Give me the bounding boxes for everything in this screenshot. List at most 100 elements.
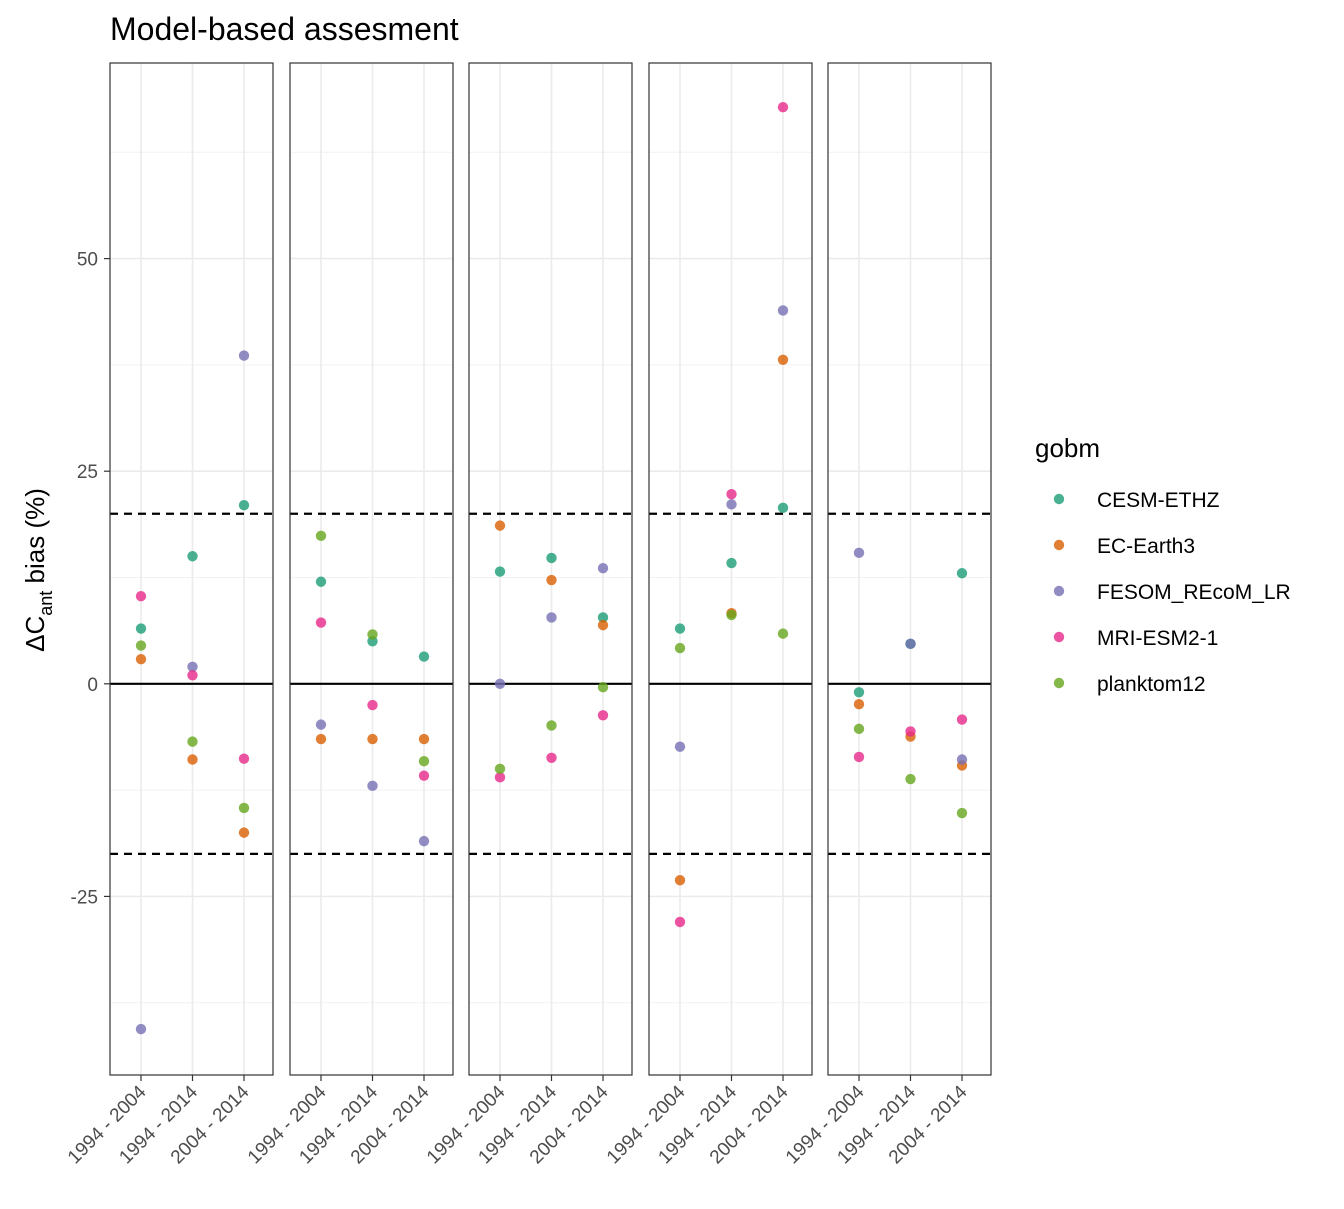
point-planktom12 [726, 609, 737, 621]
point-FESOM_REcoM_LR [546, 612, 557, 623]
point-MRI-ESM2-1 [367, 699, 378, 711]
legend-item-EC-Earth3: EC-Earth3 [1053, 535, 1195, 558]
point-planktom12 [546, 720, 557, 731]
point-FESOM_REcoM_LR [777, 305, 789, 316]
legend-item-CESM-ETHZ: CESM-ETHZ [1053, 489, 1220, 512]
point-EC-Earth3 [546, 574, 557, 586]
legend-item-FESOM_REcoM_LR: FESOM_REcoM_LR [1053, 581, 1291, 604]
point-FESOM_REcoM_LR [367, 780, 378, 792]
point-planktom12 [597, 682, 609, 693]
point-EC-Earth3 [367, 733, 378, 745]
point-CESM-ETHZ [726, 557, 737, 569]
point-planktom12 [367, 629, 378, 640]
point-CESM-ETHZ [315, 576, 327, 587]
panel-background [290, 63, 453, 1075]
point-MRI-ESM2-1 [674, 916, 686, 928]
point-EC-Earth3 [597, 619, 609, 631]
point-planktom12 [315, 530, 327, 542]
point-MRI-ESM2-1 [777, 102, 789, 113]
panel-border [827, 62, 992, 1076]
legend-item-MRI-ESM2-1: MRI-ESM2-1 [1053, 627, 1218, 650]
panel-border [648, 62, 813, 1076]
panel-background [110, 63, 273, 1075]
y-tick-label: 0 [87, 675, 98, 696]
y-tick-label: 25 [77, 462, 98, 483]
point-FESOM_REcoM_LR [418, 835, 430, 847]
y-axis: -25 0 25 50 [71, 250, 110, 908]
point-FESOM_REcoM_LR [238, 350, 250, 361]
point-planktom12 [674, 642, 686, 654]
legend-key [1053, 585, 1065, 597]
point-FESOM_REcoM_LR [135, 1023, 147, 1035]
point-planktom12 [238, 802, 250, 814]
point-FESOM_REcoM_LR [315, 719, 327, 730]
point-planktom12 [777, 628, 789, 639]
point-CESM-ETHZ [674, 623, 686, 634]
point-CESM-ETHZ [597, 612, 609, 623]
point-FESOM_REcoM_LR [853, 547, 865, 559]
point-planktom12 [135, 640, 147, 651]
legend-item-planktom12: planktom12 [1053, 673, 1206, 696]
point-EC-Earth3 [135, 653, 147, 665]
y-tick-label: 50 [77, 250, 98, 271]
point-EC-Earth3 [674, 875, 686, 886]
point-MRI-ESM2-1 [315, 617, 327, 628]
point-FESOM_REcoM_LR [494, 678, 506, 690]
point-FESOM_REcoM_LR [674, 741, 686, 752]
legend-label: MRI-ESM2-1 [1097, 627, 1218, 650]
point-planktom12 [187, 736, 198, 747]
panel-border [289, 62, 454, 1076]
point-CESM-ETHZ [238, 500, 250, 511]
legend-label: CESM-ETHZ [1097, 489, 1220, 512]
point-MRI-ESM2-1 [418, 770, 430, 781]
point-MRI-ESM2-1 [187, 670, 198, 681]
panel-border [109, 62, 274, 1076]
y-tick-label: -25 [71, 887, 98, 908]
point-MRI-ESM2-1 [853, 751, 865, 763]
point-CESM-ETHZ [494, 566, 506, 577]
point-EC-Earth3 [494, 520, 506, 531]
point-FESOM_REcoM_LR [956, 754, 968, 765]
point-MRI-ESM2-1 [905, 726, 916, 737]
legend-title: gobm [1035, 433, 1100, 463]
legend-key [1053, 677, 1065, 689]
point-CESM-ETHZ [956, 568, 968, 579]
panel-background [649, 63, 812, 1075]
legend-label: planktom12 [1097, 673, 1206, 696]
point-planktom12 [494, 763, 506, 775]
y-axis-label-subscript: ant [36, 591, 56, 616]
point-EC-Earth3 [187, 754, 198, 765]
point-CESM-ETHZ [187, 551, 198, 562]
point-planktom12 [418, 755, 430, 767]
panel-background [828, 63, 991, 1075]
point-MRI-ESM2-1 [546, 752, 557, 763]
point-CESM-ETHZ [418, 651, 430, 662]
point-EC-Earth3 [315, 733, 327, 745]
point-MRI-ESM2-1 [726, 488, 737, 500]
point-CESM-ETHZ [546, 552, 557, 564]
point-EC-Earth3 [418, 733, 430, 745]
legend-key [1053, 631, 1065, 643]
legend-key [1053, 539, 1065, 551]
point-MRI-ESM2-1 [238, 753, 250, 764]
point-planktom12 [853, 723, 865, 735]
legend-label: EC-Earth3 [1097, 535, 1195, 558]
point-MRI-ESM2-1 [597, 710, 609, 721]
point-FESOM_REcoM_LR [597, 562, 609, 574]
point-EC-Earth3 [853, 699, 865, 710]
point-planktom12 [905, 773, 916, 785]
point-FESOM_REcoM_LR [905, 638, 916, 650]
y-axis-label-suffix: bias (%) [20, 488, 50, 591]
point-FESOM_REcoM_LR [726, 499, 737, 510]
point-CESM-ETHZ [135, 623, 147, 634]
y-axis-label-prefix: ΔC [20, 616, 50, 652]
point-MRI-ESM2-1 [135, 591, 147, 602]
point-planktom12 [956, 807, 968, 819]
point-EC-Earth3 [777, 354, 789, 365]
chart-title: Model-based assesment [110, 11, 459, 47]
